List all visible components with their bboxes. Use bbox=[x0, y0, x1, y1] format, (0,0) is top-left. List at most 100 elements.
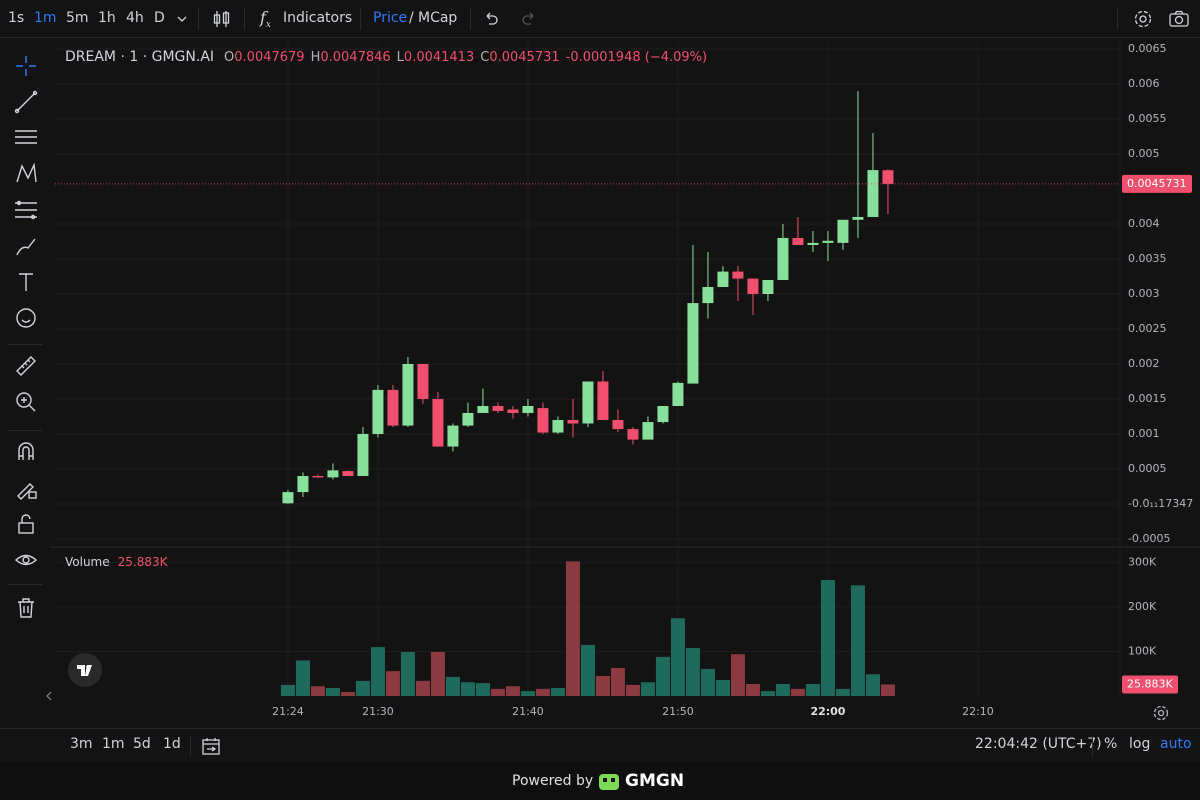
interval[interactable]: 1s bbox=[8, 10, 25, 26]
percent-toggle[interactable]: % bbox=[1104, 736, 1118, 752]
delete-tool[interactable] bbox=[14, 596, 38, 620]
candle-body bbox=[642, 422, 654, 440]
dropdown-icon[interactable] bbox=[176, 13, 188, 25]
log-toggle[interactable]: log bbox=[1129, 736, 1151, 752]
candle-type-icon[interactable] bbox=[212, 9, 232, 29]
legend-header: DREAM · 1 · GMGN.AI O0.0047679 H0.0047846… bbox=[65, 49, 708, 65]
separator bbox=[360, 8, 361, 30]
candle-body bbox=[852, 216, 864, 220]
volume-legend: Volume 25.883K bbox=[65, 555, 168, 569]
price-toggle[interactable]: Price bbox=[373, 10, 408, 26]
volume-bar bbox=[460, 682, 475, 696]
candle-body bbox=[717, 271, 729, 287]
volume-bar bbox=[640, 682, 655, 696]
volume-bar bbox=[625, 684, 640, 696]
ohlc-value: 0.0041413 bbox=[403, 50, 475, 65]
volume-bar bbox=[430, 652, 445, 696]
x-tick-label: 21:30 bbox=[362, 705, 394, 718]
mcap-toggle[interactable]: MCap bbox=[418, 10, 458, 26]
ohlc-field: L0.0041413 bbox=[397, 50, 475, 65]
ohlc-key: H bbox=[310, 50, 321, 65]
range-button[interactable]: 1d bbox=[163, 736, 181, 752]
gmgn-brand: GMGN bbox=[625, 771, 685, 791]
settings-icon[interactable] bbox=[1132, 8, 1154, 30]
range-button[interactable]: 3m bbox=[70, 736, 93, 752]
volume-bar bbox=[475, 683, 490, 696]
candle-body bbox=[492, 405, 504, 411]
volume-bar bbox=[880, 684, 895, 696]
date-range-icon[interactable] bbox=[201, 736, 221, 756]
hlines-tool[interactable] bbox=[14, 126, 38, 150]
trendline-tool[interactable] bbox=[14, 90, 38, 114]
interval[interactable]: 1m bbox=[34, 10, 57, 26]
brush-tool[interactable] bbox=[14, 234, 38, 258]
candle-body bbox=[777, 237, 789, 280]
volume-last: 25.883K bbox=[117, 555, 168, 569]
camera-icon[interactable] bbox=[1168, 8, 1190, 30]
range-button[interactable]: 5d bbox=[133, 736, 151, 752]
volume-bar bbox=[865, 674, 880, 696]
candle-body bbox=[657, 405, 669, 423]
text-tool[interactable] bbox=[14, 270, 38, 294]
zoom-tool[interactable] bbox=[14, 390, 38, 414]
volume-tick-label: 200K bbox=[1128, 600, 1157, 613]
clock: 22:04:42 (UTC+7) bbox=[975, 736, 1102, 752]
indicators-button[interactable]: Indicators bbox=[283, 10, 353, 26]
collapse-arrow[interactable] bbox=[44, 690, 54, 702]
volume-bar bbox=[535, 688, 550, 696]
powered-by: Powered by bbox=[512, 773, 594, 789]
interval[interactable]: 4h bbox=[126, 10, 144, 26]
fib-tool[interactable] bbox=[14, 198, 38, 222]
volume-bar bbox=[595, 676, 610, 696]
visibility-tool[interactable] bbox=[14, 548, 38, 572]
volume-bar bbox=[325, 688, 340, 696]
ruler-tool[interactable] bbox=[14, 354, 38, 378]
candle-body bbox=[867, 170, 879, 217]
volume-bar bbox=[355, 680, 370, 696]
fx-icon[interactable]: fx bbox=[260, 8, 271, 31]
axis-settings-icon[interactable] bbox=[1151, 703, 1171, 723]
interval[interactable]: 1h bbox=[98, 10, 116, 26]
change: -0.0001948 (−4.09%) bbox=[565, 50, 708, 65]
ohlc-key: C bbox=[480, 50, 490, 65]
y-tick-label: 0.0035 bbox=[1128, 252, 1167, 265]
ohlc-value: 0.0047679 bbox=[234, 50, 305, 65]
crosshair-tool[interactable] bbox=[14, 54, 38, 78]
redo-icon[interactable] bbox=[520, 10, 538, 28]
interval[interactable]: D bbox=[154, 10, 165, 26]
candle-body bbox=[582, 381, 594, 424]
candle-body bbox=[297, 475, 309, 493]
emoji-tool[interactable] bbox=[14, 306, 38, 330]
separator bbox=[1117, 8, 1118, 30]
volume-bar bbox=[775, 684, 790, 696]
y-tick-label: 0.003 bbox=[1128, 287, 1160, 300]
candle-body bbox=[417, 363, 429, 399]
ohlc-fields: O0.0047679 H0.0047846 L0.0041413 C0.0045731 bbox=[224, 50, 560, 65]
lock-draw-tool[interactable] bbox=[14, 476, 38, 500]
lock-tool[interactable] bbox=[14, 512, 38, 536]
y-tick-label: 0.004 bbox=[1128, 217, 1160, 230]
volume-bar bbox=[715, 680, 730, 696]
separator bbox=[470, 8, 471, 30]
ohlc-field: C0.0045731 bbox=[480, 50, 559, 65]
range-button[interactable]: 1m bbox=[102, 736, 125, 752]
magnet-tool[interactable] bbox=[14, 440, 38, 464]
candle-body bbox=[672, 382, 684, 406]
y-tick-label: 0.0005 bbox=[1128, 462, 1167, 475]
undo-icon[interactable] bbox=[482, 10, 500, 28]
candle-body bbox=[702, 286, 714, 304]
auto-toggle[interactable]: auto bbox=[1160, 736, 1192, 752]
separator bbox=[244, 8, 245, 30]
rail-separator bbox=[8, 584, 42, 585]
candle-body bbox=[882, 170, 894, 184]
pattern-tool[interactable] bbox=[14, 162, 38, 186]
tv-logo[interactable] bbox=[68, 653, 102, 687]
last-price-box bbox=[1122, 174, 1192, 193]
interval[interactable]: 5m bbox=[66, 10, 89, 26]
candle-body bbox=[822, 240, 834, 243]
volume-bar bbox=[835, 688, 850, 696]
y-tick-label: 0.005 bbox=[1128, 147, 1160, 160]
y-tick-label: 0.0065 bbox=[1128, 42, 1167, 55]
volume-bar bbox=[310, 686, 325, 696]
candle-body bbox=[282, 492, 294, 504]
